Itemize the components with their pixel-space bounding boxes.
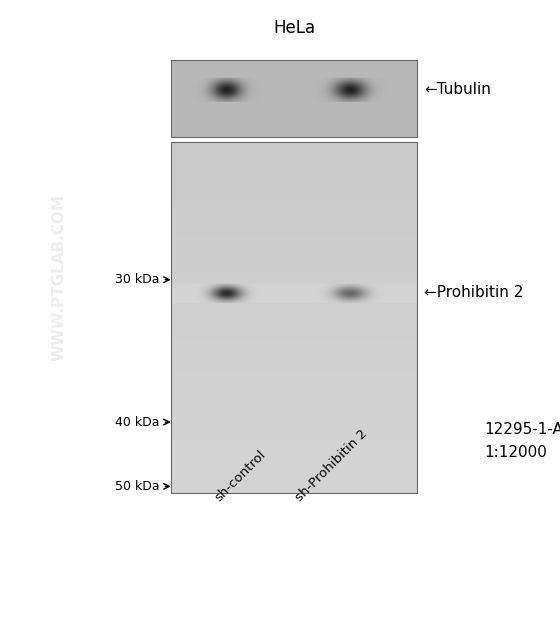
Text: HeLa: HeLa — [273, 20, 315, 37]
Text: 30 kDa: 30 kDa — [115, 273, 160, 286]
Text: ←Tubulin: ←Tubulin — [424, 82, 491, 97]
Bar — [171, 60, 417, 137]
Text: 40 kDa: 40 kDa — [115, 416, 160, 428]
Text: sh-Prohibitin 2: sh-Prohibitin 2 — [293, 427, 370, 504]
Text: WWW.PTGLAB.COM: WWW.PTGLAB.COM — [52, 193, 66, 361]
Text: sh-control: sh-control — [212, 448, 268, 504]
Text: 12295-1-AP
1:12000: 12295-1-AP 1:12000 — [484, 422, 560, 460]
Bar — [171, 142, 417, 493]
Text: 50 kDa: 50 kDa — [115, 480, 160, 493]
Text: ←Prohibitin 2: ←Prohibitin 2 — [424, 285, 524, 301]
